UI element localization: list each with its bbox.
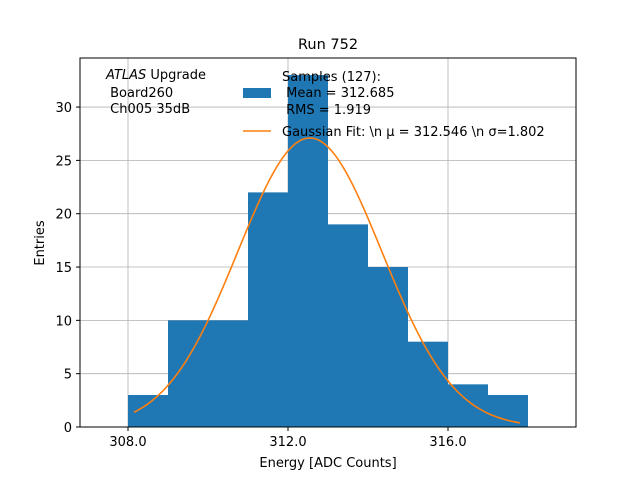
y-tick-label: 0 — [64, 421, 72, 436]
y-tick-label: 25 — [55, 154, 72, 169]
histogram-bar — [208, 320, 248, 427]
y-axis-ticks: 0 5 10 15 20 25 30 — [55, 101, 80, 436]
histogram-bar — [408, 341, 448, 427]
legend-samples-line-1: Samples (127): — [282, 70, 381, 85]
x-tick-label: 312.0 — [269, 435, 306, 450]
annotation-line-1: ATLAS Upgrade — [105, 68, 206, 83]
histogram-bar — [448, 384, 488, 427]
histogram-bar — [368, 267, 408, 427]
gaussian-fit-curve — [133, 137, 521, 424]
histogram-bar — [488, 395, 528, 427]
legend-fit-label: Gaussian Fit: \n μ = 312.546 \n σ=1.802 — [282, 125, 545, 140]
histogram-bar — [328, 224, 368, 427]
legend: Samples (127): Mean = 312.685 RMS = 1.91… — [243, 70, 545, 140]
chart-title: Run 752 — [298, 37, 358, 53]
plot-frame — [79, 57, 577, 428]
histogram-bar — [128, 395, 168, 427]
histogram-bar — [168, 320, 208, 427]
y-tick-label: 5 — [64, 368, 72, 383]
annotation-line-3: Ch005 35dB — [106, 102, 190, 117]
histogram-bar — [288, 75, 328, 427]
legend-patch-samples — [243, 88, 271, 98]
atlas-annotation: ATLAS Upgrade Board260 Ch005 35dB — [105, 68, 206, 117]
x-axis-ticks: 308.0 312.0 316.0 — [109, 427, 467, 450]
annotation-line-2: Board260 — [106, 86, 173, 101]
x-tick-label: 308.0 — [109, 435, 146, 450]
x-axis-label: Energy [ADC Counts] — [259, 456, 396, 471]
gaussian-fit — [133, 137, 521, 424]
y-tick-label: 15 — [55, 261, 72, 276]
legend-samples-line-2: Mean = 312.685 — [282, 86, 394, 101]
histogram-bar — [248, 192, 288, 427]
y-tick-label: 30 — [55, 101, 72, 116]
y-tick-label: 20 — [55, 208, 72, 223]
x-tick-label: 316.0 — [429, 435, 466, 450]
y-tick-label: 10 — [55, 314, 72, 329]
legend-samples-line-3: RMS = 1.919 — [282, 103, 371, 118]
histogram-bars — [128, 75, 528, 427]
y-axis-label: Entries — [33, 220, 48, 266]
